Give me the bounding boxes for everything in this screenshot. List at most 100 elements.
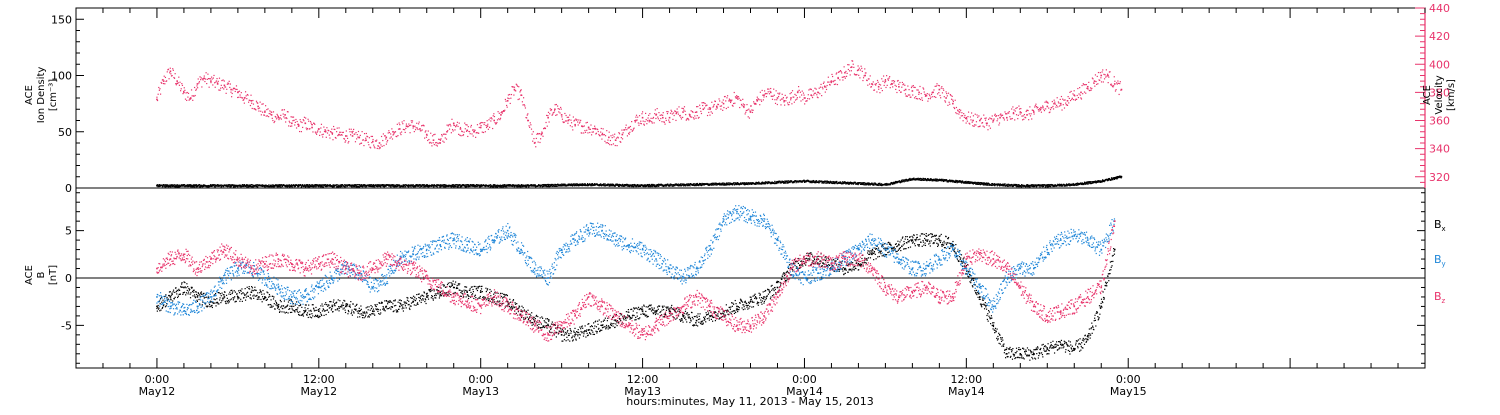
velocity-scatter-dot (770, 88, 771, 89)
velocity-scatter-dot (332, 134, 333, 135)
velocity-scatter-dot (719, 100, 720, 101)
velocity-scatter-dot (916, 98, 917, 99)
velocity-scatter-dot (219, 78, 220, 79)
velocity-scatter-dot (730, 102, 731, 103)
velocity-scatter-dot (1043, 109, 1044, 110)
velocity-scatter-dot (499, 119, 500, 120)
velocity-scatter-dot (737, 96, 738, 97)
velocity-scatter-dot (708, 109, 709, 110)
velocity-scatter-dot (851, 70, 852, 71)
velocity-scatter-dot (240, 94, 241, 95)
velocity-scatter-dot (942, 92, 943, 93)
velocity-scatter-dot (586, 130, 587, 131)
velocity-scatter-dot (491, 117, 492, 118)
velocity-scatter-dot (409, 132, 410, 133)
velocity-scatter-dot (1105, 76, 1106, 77)
velocity-scatter-dot (815, 93, 816, 94)
velocity-point (601, 134, 603, 136)
velocity-scatter-dot (363, 139, 364, 140)
velocity-scatter-dot (1103, 81, 1104, 82)
density-scatter-dot (504, 184, 505, 185)
velocity-scatter-dot (978, 126, 979, 127)
velocity-scatter-dot (488, 119, 489, 120)
velocity-scatter-dot (916, 89, 917, 90)
velocity-scatter-dot (861, 68, 862, 69)
velocity-scatter-dot (1044, 102, 1045, 103)
velocity-scatter-dot (193, 96, 194, 97)
velocity-scatter-dot (734, 103, 735, 104)
velocity-scatter-dot (797, 91, 798, 92)
velocity-scatter-dot (659, 120, 660, 121)
velocity-scatter-dot (656, 114, 657, 115)
velocity-point (999, 117, 1001, 119)
velocity-scatter-dot (839, 79, 840, 80)
velocity-scatter-dot (410, 125, 411, 126)
velocity-scatter-dot (509, 94, 510, 95)
velocity-scatter-dot (806, 100, 807, 101)
velocity-scatter-dot (1091, 89, 1092, 90)
velocity-scatter-dot (267, 108, 268, 109)
velocity-scatter-dot (355, 141, 356, 142)
velocity-scatter-dot (264, 115, 265, 116)
velocity-scatter-dot (1022, 119, 1023, 120)
density-scatter-dot (470, 186, 471, 187)
velocity-scatter-dot (1111, 84, 1112, 85)
velocity-scatter-dot (239, 91, 240, 92)
velocity-scatter-dot (666, 111, 667, 112)
velocity-scatter-dot (498, 118, 499, 119)
velocity-scatter-dot (670, 113, 671, 114)
velocity-scatter-dot (648, 115, 649, 116)
velocity-scatter-dot (390, 133, 391, 134)
velocity-scatter-dot (807, 98, 808, 99)
velocity-scatter-dot (184, 87, 185, 88)
velocity-scatter-dot (234, 88, 235, 89)
velocity-scatter-dot (745, 113, 746, 114)
velocity-scatter-dot (761, 101, 762, 102)
velocity-scatter-dot (1047, 103, 1048, 104)
velocity-scatter-dot (587, 132, 588, 133)
velocity-scatter-dot (811, 95, 812, 96)
velocity-scatter-dot (688, 118, 689, 119)
velocity-scatter-dot (1098, 72, 1099, 73)
velocity-scatter-dot (859, 77, 860, 78)
density-scatter-dot (312, 184, 313, 185)
velocity-scatter-dot (597, 129, 598, 130)
velocity-scatter-dot (1065, 103, 1066, 104)
velocity-scatter-dot (307, 128, 308, 129)
velocity-scatter-dot (412, 120, 413, 121)
velocity-series-0 (156, 60, 1122, 149)
velocity-scatter-dot (863, 77, 864, 78)
velocity-scatter-dot (1096, 84, 1097, 85)
velocity-scatter-dot (918, 94, 919, 95)
velocity-scatter-dot (774, 99, 775, 100)
velocity-scatter-dot (872, 84, 873, 85)
velocity-scatter-dot (504, 111, 505, 112)
velocity-scatter-dot (691, 110, 692, 111)
velocity-scatter-dot (962, 115, 963, 116)
velocity-scatter-dot (1082, 93, 1083, 94)
velocity-scatter-dot (318, 128, 319, 129)
velocity-scatter-dot (837, 77, 838, 78)
velocity-scatter-dot (1025, 117, 1026, 118)
velocity-scatter-dot (524, 104, 525, 105)
velocity-scatter-dot (864, 68, 865, 69)
velocity-scatter-dot (345, 140, 346, 141)
velocity-scatter-dot (626, 129, 627, 130)
velocity-scatter-dot (903, 83, 904, 84)
velocity-scatter-dot (811, 89, 812, 90)
velocity-scatter-dot (489, 127, 490, 128)
plot-marks (156, 60, 1122, 361)
velocity-scatter-dot (836, 72, 837, 73)
velocity-scatter-dot (305, 117, 306, 118)
velocity-scatter-dot (587, 122, 588, 123)
velocity-scatter-dot (548, 121, 549, 122)
velocity-scatter-dot (637, 117, 638, 118)
velocity-scatter-dot (204, 81, 205, 82)
velocity-scatter-dot (221, 80, 222, 81)
velocity-scatter-dot (211, 77, 212, 78)
top-right-tick-label: 320 (1429, 171, 1450, 184)
velocity-scatter-dot (344, 138, 345, 139)
velocity-scatter-dot (898, 84, 899, 85)
velocity-scatter-dot (526, 117, 527, 118)
density-scatter-dot (707, 183, 708, 184)
